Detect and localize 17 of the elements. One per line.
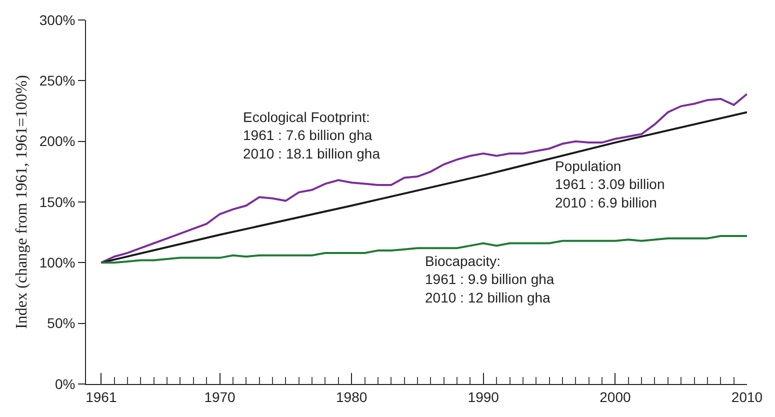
y-tick-label: 0% [54, 376, 76, 392]
x-tick-label: 2010 [731, 388, 763, 405]
y-tick-label: 200% [39, 133, 76, 150]
x-tick-label: 1990 [468, 388, 500, 405]
y-tick-label: 100% [39, 254, 76, 271]
annotation: Ecological Footprint: 1961 : 7.6 billion gha 2010 : 18.1 billion gha [243, 109, 380, 162]
x-tick-label: 1961 [86, 388, 117, 405]
x-tick-label: 1980 [336, 388, 368, 405]
y-axis-title: Index (change from 1961, 1961=100%) [13, 75, 30, 329]
annotation: Biocapacity: 1961 : 9.9 billion gha 2010 : 12 billion gha [425, 253, 554, 306]
y-tick-label: 250% [39, 72, 76, 89]
y-tick-label: 150% [39, 194, 76, 210]
x-tick-label: 2000 [600, 388, 631, 405]
x-tick-label: 1970 [204, 388, 236, 405]
y-tick-label: 50% [47, 315, 76, 332]
annotation: Population 1961 : 3.09 billion 2010 : 6.9 billion [555, 158, 665, 210]
y-tick-label: 300% [39, 12, 76, 28]
